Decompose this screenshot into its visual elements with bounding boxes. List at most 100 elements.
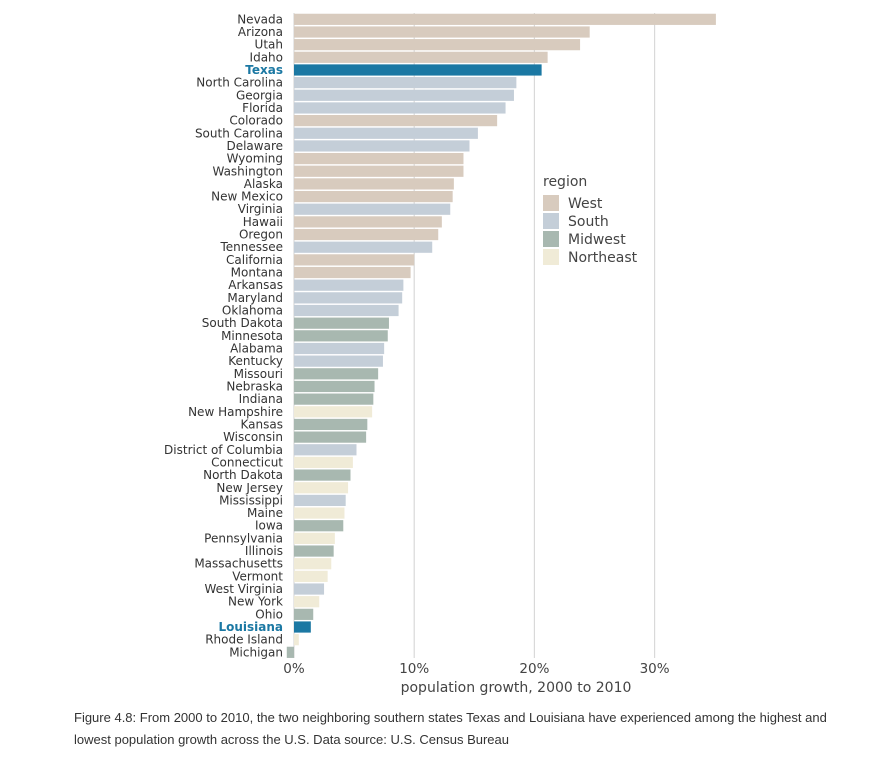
x-tick-label-2: 20% <box>519 661 549 677</box>
legend-swatch-midwest <box>543 231 559 247</box>
bar-vermont <box>294 570 328 582</box>
label-oregon: Oregon <box>239 228 283 242</box>
label-maryland: Maryland <box>227 291 283 305</box>
bar-minnesota <box>294 330 388 342</box>
label-district-of-columbia: District of Columbia <box>164 443 283 457</box>
bar-maryland <box>294 292 403 304</box>
bar-california <box>294 254 415 266</box>
label-south-carolina: South Carolina <box>195 126 283 140</box>
label-indiana: Indiana <box>239 392 283 406</box>
x-axis-title: population growth, 2000 to 2010 <box>401 680 632 696</box>
bar-louisiana <box>294 621 311 633</box>
bar-georgia <box>294 89 514 101</box>
label-utah: Utah <box>255 38 283 52</box>
label-north-carolina: North Carolina <box>196 76 283 90</box>
bar-iowa <box>294 520 344 532</box>
bar-south-dakota <box>294 317 389 329</box>
bar-south-carolina <box>294 127 478 139</box>
label-tennessee: Tennessee <box>219 240 283 254</box>
bar-nevada <box>294 13 716 25</box>
bar-washington <box>294 165 464 177</box>
label-alaska: Alaska <box>244 177 283 191</box>
label-arkansas: Arkansas <box>228 278 283 292</box>
label-georgia: Georgia <box>236 88 283 102</box>
bar-missouri <box>294 368 379 380</box>
bar-montana <box>294 266 411 279</box>
bar-new-hampshire <box>294 406 373 418</box>
label-minnesota: Minnesota <box>221 329 283 343</box>
legend-label-midwest: Midwest <box>568 232 626 248</box>
bar-new-york <box>294 596 320 608</box>
label-iowa: Iowa <box>255 519 283 533</box>
bar-virginia <box>294 203 451 215</box>
bar-oklahoma <box>294 304 399 317</box>
bar-colorado <box>294 115 498 127</box>
bar-north-carolina <box>294 77 517 89</box>
bar-arizona <box>294 26 590 38</box>
label-hawaii: Hawaii <box>243 215 283 229</box>
label-new-york: New York <box>228 595 283 609</box>
legend-label-northeast: Northeast <box>568 250 638 266</box>
legend-label-west: West <box>568 196 603 212</box>
label-texas: Texas <box>245 63 283 77</box>
bar-wisconsin <box>294 431 367 443</box>
label-kentucky: Kentucky <box>228 354 283 368</box>
label-oklahoma: Oklahoma <box>222 304 283 318</box>
x-axis-ticks: 0% 10% 20% 30% <box>283 661 669 677</box>
bar-michigan <box>286 646 294 658</box>
legend: region West South Midwest Northeast <box>543 174 638 266</box>
label-virginia: Virginia <box>238 202 283 216</box>
bar-new-mexico <box>294 190 453 203</box>
bar-kansas <box>294 418 368 431</box>
bar-tennessee <box>294 241 433 253</box>
label-washington: Washington <box>212 164 283 178</box>
bar-maine <box>294 507 345 519</box>
bar-kentucky <box>294 355 383 367</box>
bar-oregon <box>294 228 439 241</box>
label-north-dakota: North Dakota <box>203 468 283 482</box>
label-illinois: Illinois <box>245 544 283 558</box>
label-pennsylvania: Pennsylvania <box>204 531 283 545</box>
label-michigan: Michigan <box>229 645 283 659</box>
label-florida: Florida <box>242 101 283 115</box>
label-rhode-island: Rhode Island <box>205 633 283 647</box>
legend-swatch-west <box>543 195 559 211</box>
bar-north-dakota <box>294 469 351 481</box>
label-colorado: Colorado <box>229 114 283 128</box>
label-kansas: Kansas <box>241 417 283 431</box>
bar-district-of-columbia <box>294 444 357 456</box>
label-wisconsin: Wisconsin <box>223 430 283 444</box>
bar-new-jersey <box>294 482 349 494</box>
bar-alaska <box>294 178 454 190</box>
bar-ohio <box>294 608 314 620</box>
label-ohio: Ohio <box>255 607 283 621</box>
bar-alabama <box>294 342 385 355</box>
bar-mississippi <box>294 494 346 507</box>
label-west-virginia: West Virginia <box>204 582 283 596</box>
bar-hawaii <box>294 216 442 228</box>
label-montana: Montana <box>231 266 283 280</box>
label-vermont: Vermont <box>232 569 283 583</box>
bar-florida <box>294 102 506 114</box>
label-louisiana: Louisiana <box>218 620 283 634</box>
label-alabama: Alabama <box>230 341 283 355</box>
label-california: California <box>226 253 283 267</box>
label-south-dakota: South Dakota <box>202 316 283 330</box>
legend-swatch-south <box>543 213 559 229</box>
label-new-hampshire: New Hampshire <box>188 405 283 419</box>
bar-utah <box>294 39 581 51</box>
label-missouri: Missouri <box>234 367 283 381</box>
label-maine: Maine <box>247 506 283 520</box>
legend-title: region <box>543 174 587 190</box>
label-massachusetts: Massachusetts <box>194 557 283 571</box>
bar-nebraska <box>294 380 375 393</box>
label-delaware: Delaware <box>226 139 283 153</box>
bar-delaware <box>294 140 470 152</box>
x-tick-label-0: 0% <box>283 661 305 677</box>
bar-texas <box>294 64 542 76</box>
label-wyoming: Wyoming <box>227 152 283 166</box>
legend-entries: West South Midwest Northeast <box>543 195 638 266</box>
legend-swatch-northeast <box>543 249 559 265</box>
x-tick-label-3: 30% <box>640 661 670 677</box>
